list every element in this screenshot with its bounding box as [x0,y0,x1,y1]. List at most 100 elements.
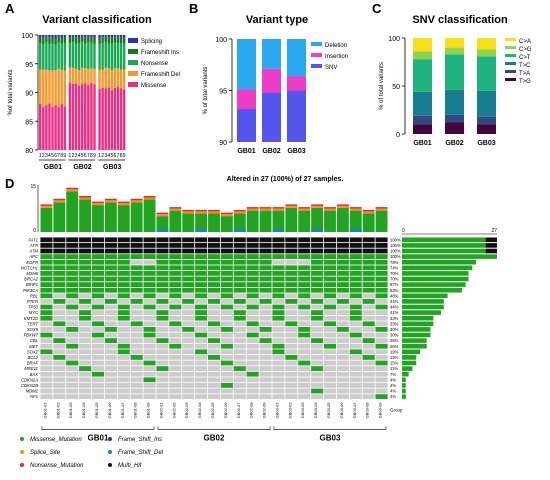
bar-segment-missense [63,106,67,150]
bar-segment-nonsense [80,41,84,68]
oncoplot-cell [336,310,349,315]
oncoplot-cell [349,321,362,327]
group-label-gb02: GB02 [73,164,91,171]
top-bar-nonsense [220,212,233,215]
oncoplot-cell [246,259,259,265]
oncoplot-cell [272,360,285,366]
top-bar-nonsense [311,204,324,206]
oncoplot-cell [169,287,182,293]
bar-segment-frameshift-del [93,68,96,85]
gene-label-pik3ca: PIK3CA [23,288,38,293]
oncoplot-cell [156,377,169,383]
oncoplot-cell [336,265,349,271]
x-tick-label: GB03 [287,148,305,155]
oncoplot-cell [298,349,311,355]
oncoplot-cell [40,259,53,265]
oncoplot-cell [130,282,143,287]
oncoplot-cell [207,327,221,332]
oncoplot-cell [91,366,105,371]
top-bar-nonsense [92,201,104,204]
bar-segment-frameshift-ins [122,37,126,44]
oncoplot-cell [298,377,311,383]
oncoplot-cell [195,315,208,321]
bar-segment-splicing [80,35,84,37]
oncoplot-cell [272,276,285,282]
oncoplot-cell [104,343,117,349]
y-tick-label: 100 [215,37,227,44]
oncoplot-cell [323,332,337,338]
oncoplot-cell [246,343,259,349]
bar-segment-missense [42,106,45,150]
bar-segment-insertion [287,76,306,91]
oncoplot-cell [66,321,79,327]
oncoplot-cell [323,377,337,383]
oncoplot-cell [66,259,79,265]
oncoplot-cell [104,349,117,355]
bar-segment-missense [48,103,51,150]
oncoplot-cell [156,271,169,276]
oncoplot-cell [104,332,117,338]
oncoplot-cell [79,315,92,321]
oncoplot-cell [182,388,195,394]
oncoplot-cell [143,388,156,394]
gene-percent: 33% [390,321,399,326]
gene-percent: 30% [390,333,399,338]
bar-segment-t-g [477,124,496,134]
oncoplot-cell [246,315,259,321]
sample-label: GB03-02 [287,402,292,419]
bar-segment-missense [80,84,84,150]
right-bar-missense [402,366,413,371]
oncoplot-cell [311,293,324,299]
bar-segment-frameshift-del [101,69,104,88]
oncoplot-cell [298,360,311,366]
oncoplot-cell [169,394,182,399]
oncoplot-cell [156,254,169,259]
oncoplot-cell [233,276,246,282]
oncoplot-cell [207,265,221,271]
oncoplot-cell [323,265,337,271]
oncoplot-cell [298,388,311,394]
oncoplot-cell [53,377,66,383]
oncoplot-cell [130,360,143,366]
oncoplot-cell [53,282,66,287]
oncoplot-cell [323,293,337,299]
oncoplot-cell [336,282,349,287]
gene-percent: 44% [390,305,399,310]
oncoplot-cell [40,360,53,366]
oncoplot-cell [91,332,105,338]
oncoplot-cell [323,276,337,282]
top-bar-frameshift-del [233,229,246,232]
oncoplot-cell [53,349,66,355]
oncoplot-cell [53,310,66,315]
oncoplot-cell [169,388,182,394]
oncoplot-cell [362,293,375,299]
bar-segment-splicing [116,35,120,37]
oncoplot-cell [130,349,143,355]
oncoplot-cell [336,355,349,360]
oncoplot-cell [220,259,233,265]
top-bar-missense [362,213,375,232]
top-bar-nonsense [79,196,92,198]
legend-label-nonsense-mutation: Nonsense_Mutation [30,463,84,469]
oncoplot-cell [143,366,156,371]
oncoplot-cell [362,383,375,388]
bar-segment-splicing [84,35,87,38]
top-bar-nonsense [336,204,349,206]
y-tick-label: 85 [25,119,33,126]
oncoplot-cell [117,366,130,371]
oncoplot-cell [246,332,259,338]
oncoplot-cell [336,366,349,371]
x-tick-label: GB02 [262,148,280,155]
bar-segment-frameshift-ins [116,36,120,44]
top-bar-nonsense [349,207,362,209]
oncoplot-cell [336,321,349,327]
oncoplot-cell [311,315,324,321]
sample-tick-label: 7 [57,153,60,159]
oncoplot-cell [323,254,337,259]
oncoplot-cell [362,366,375,371]
oncoplot-cell [336,327,349,332]
bar-segment-frameshift-del [113,68,117,88]
oncoplot-cell [182,349,195,355]
panel-label-c: C [372,1,382,16]
gene-label-brip1: BRIP1 [26,282,38,287]
